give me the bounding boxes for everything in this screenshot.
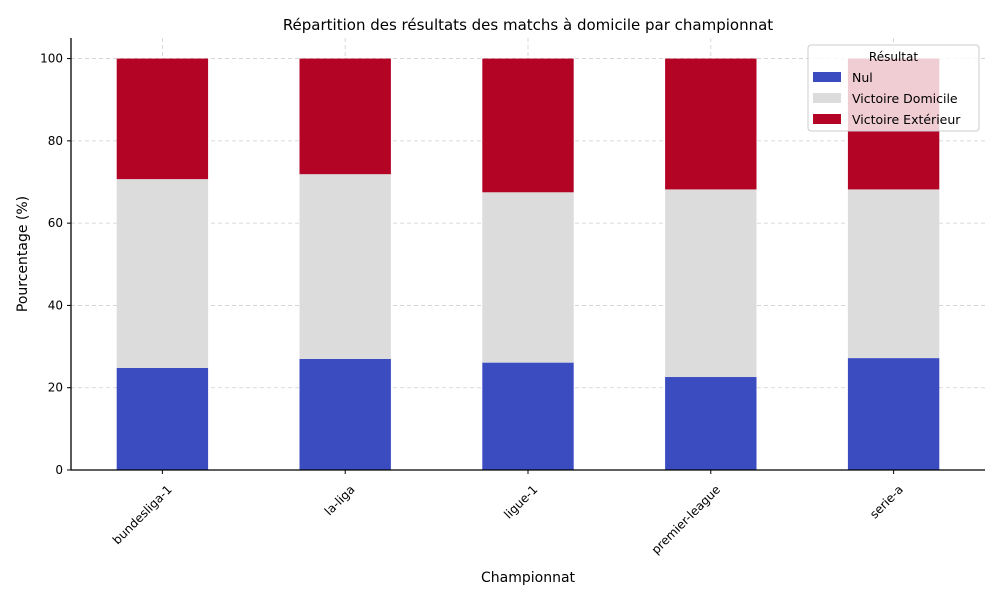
bar-segment [665, 189, 757, 378]
legend-label: Victoire Extérieur [852, 112, 961, 127]
x-tick-label: premier-league [649, 482, 723, 556]
bars [116, 58, 940, 470]
bar-segment [665, 58, 757, 190]
x-tick-label: bundesliga-1 [110, 482, 175, 547]
y-tick-label: 0 [55, 463, 63, 477]
legend: Résultat Nul Victoire Domicile Victoire Ext… [807, 44, 980, 132]
chart-title: Répartition des résultats des matchs à d… [283, 16, 773, 34]
legend-title: Résultat [869, 50, 918, 64]
bar-segment [847, 358, 940, 470]
y-axis-label: Pourcentage (%) [15, 196, 31, 312]
y-tick-label: 100 [40, 52, 63, 66]
bar-segment [482, 362, 574, 470]
x-tick-label: la-liga [322, 482, 358, 518]
legend-box [807, 44, 980, 132]
bar-segment [116, 58, 209, 180]
legend-swatch [813, 114, 841, 124]
legend-swatch [813, 72, 841, 82]
legend-label: Victoire Domicile [852, 91, 958, 106]
x-tick-label: serie-a [867, 482, 906, 521]
bar-segment [116, 367, 209, 470]
legend-swatch [813, 93, 841, 103]
bar-segment [299, 174, 391, 359]
bar-segment [299, 358, 391, 470]
bar-segment [482, 58, 574, 193]
y-tick-label: 60 [48, 216, 63, 230]
bar-segment [482, 192, 574, 363]
bar-segment [665, 377, 757, 470]
bar-segment [847, 189, 940, 359]
y-tick-label: 80 [48, 134, 63, 148]
x-tick-label: ligue-1 [501, 482, 540, 521]
y-tick-label: 20 [48, 381, 63, 395]
legend-label: Nul [852, 70, 873, 85]
bar-segment [299, 58, 391, 175]
y-tick-label: 40 [48, 298, 63, 312]
bar-segment [116, 179, 209, 368]
x-axis-label: Championnat [481, 570, 576, 586]
